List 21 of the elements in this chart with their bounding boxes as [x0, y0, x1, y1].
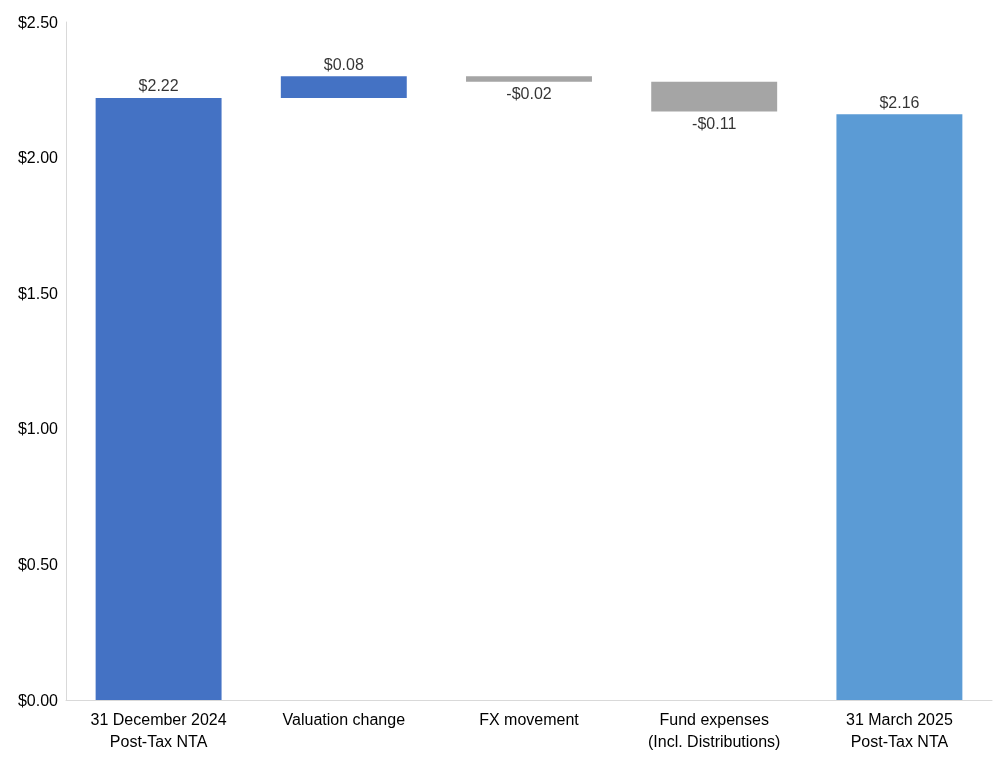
bar [95, 97, 222, 700]
y-tick-label: $2.00 [17, 149, 59, 167]
x-tick-label: 31 December 2024 Post-Tax NTA [90, 710, 227, 750]
data-label: -$0.11 [692, 115, 737, 132]
y-tick-label: $1.00 [17, 420, 59, 438]
data-label: $2.22 [138, 77, 179, 95]
x-tick-label: Fund expenses (Incl. Distributions) [647, 710, 781, 750]
data-label: -$0.02 [506, 85, 552, 103]
y-tick-label: $1.50 [17, 284, 59, 302]
y-tick-label: $2.50 [17, 13, 59, 31]
x-tick-label: Valuation change [282, 710, 406, 728]
data-label: $2.16 [879, 93, 920, 111]
y-tick-label: $0.50 [17, 555, 59, 573]
bar [836, 114, 963, 700]
x-tick-label: 31 March 2025 Post-Tax NTA [846, 710, 953, 750]
x-tick-label: FX movement [479, 710, 580, 728]
data-label: $0.08 [323, 55, 364, 73]
bar [280, 76, 407, 98]
y-tick-label: $0.00 [17, 691, 59, 709]
bar [651, 81, 778, 112]
bar [466, 76, 592, 82]
